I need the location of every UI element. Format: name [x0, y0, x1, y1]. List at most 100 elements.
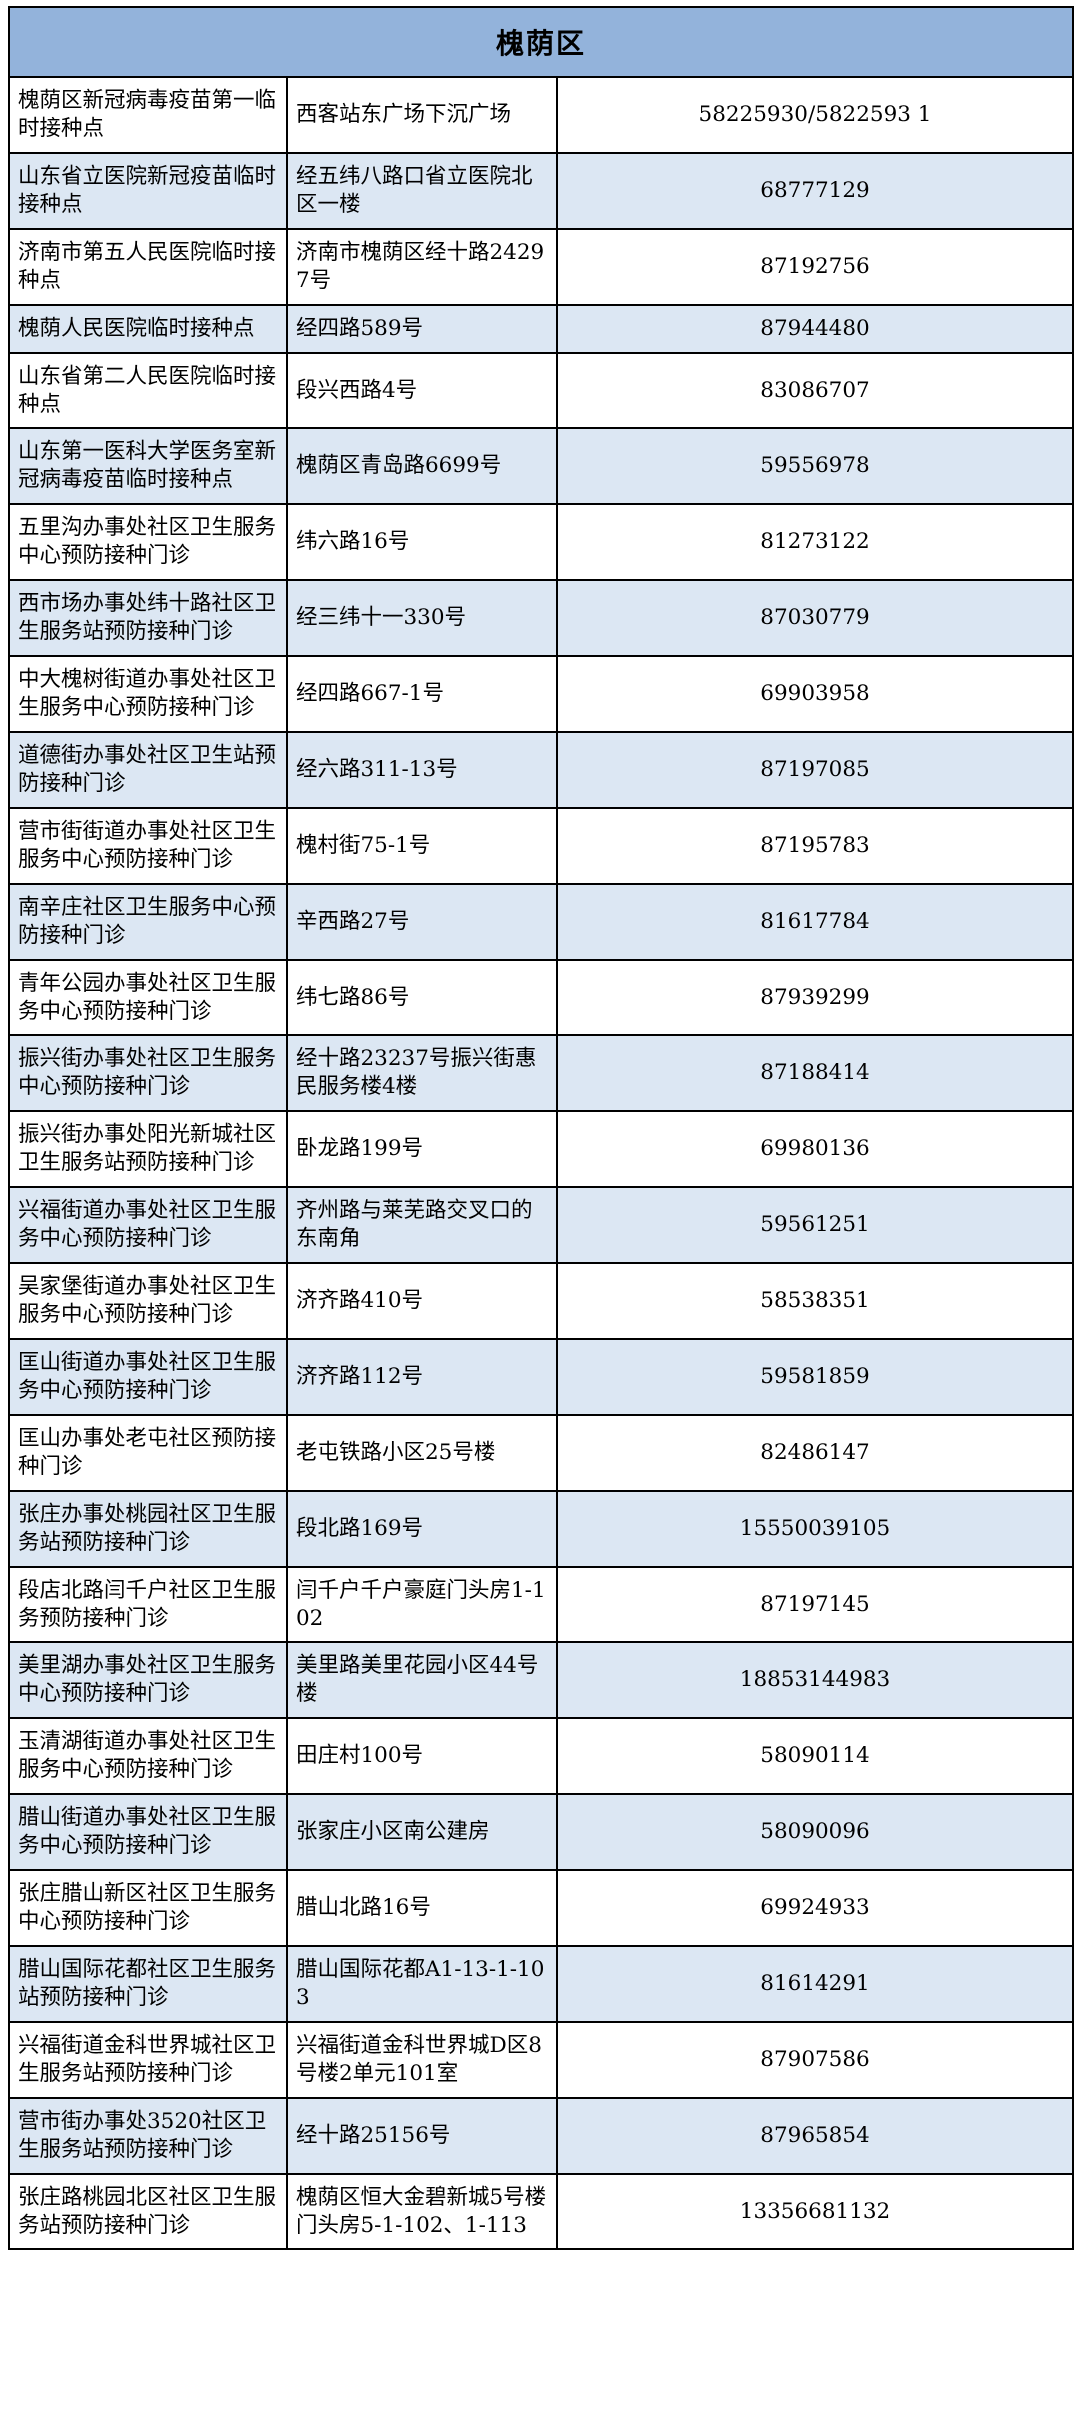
table-row: 西市场办事处纬十路社区卫生服务站预防接种门诊 经三纬十一330号 87030779: [8, 579, 1074, 658]
site-name-cell: 段店北路闫千户社区卫生服务预防接种门诊: [8, 1565, 288, 1644]
site-address-cell: 纬七路86号: [286, 958, 558, 1037]
site-address-cell: 经四路667-1号: [286, 655, 558, 733]
site-address-cell: 济南市槐荫区经十路24297号: [286, 227, 558, 306]
site-name-cell: 青年公园办事处社区卫生服务中心预防接种门诊: [8, 958, 288, 1037]
site-name-cell: 槐荫人民医院临时接种点: [8, 303, 288, 354]
site-address-cell: 经十路23237号振兴街惠民服务楼4楼: [286, 1034, 558, 1113]
site-name-cell: 匡山办事处老屯社区预防接种门诊: [8, 1413, 288, 1492]
site-name-cell: 张庄办事处桃园社区卫生服务站预防接种门诊: [8, 1489, 288, 1568]
site-name-cell: 兴福街道办事处社区卫生服务中心预防接种门诊: [8, 1186, 288, 1265]
site-address-cell: 老屯铁路小区25号楼: [286, 1413, 558, 1492]
site-address-cell: 兴福街道金科世界城D区8号楼2单元101室: [286, 2020, 558, 2099]
site-name-cell: 振兴街办事处阳光新城社区卫生服务站预防接种门诊: [8, 1110, 288, 1189]
site-phone-cell: 59561251: [556, 1186, 1074, 1265]
site-phone-cell: 81617784: [556, 882, 1074, 961]
site-name-cell: 兴福街道金科世界城社区卫生服务站预防接种门诊: [8, 2020, 288, 2099]
site-address-cell: 济齐路410号: [286, 1262, 558, 1340]
site-phone-cell: 87195783: [556, 806, 1074, 885]
site-address-cell: 段北路169号: [286, 1489, 558, 1568]
site-name-cell: 道德街办事处社区卫生站预防接种门诊: [8, 730, 288, 809]
site-name-cell: 腊山街道办事处社区卫生服务中心预防接种门诊: [8, 1793, 288, 1872]
site-address-cell: 济齐路112号: [286, 1337, 558, 1416]
site-phone-cell: 87197085: [556, 730, 1074, 809]
site-phone-cell: 87965854: [556, 2096, 1074, 2175]
site-phone-cell: 18853144983: [556, 1641, 1074, 1720]
site-phone-cell: 15550039105: [556, 1489, 1074, 1568]
table-row: 营市街街道办事处社区卫生服务中心预防接种门诊 槐村街75-1号 87195783: [8, 806, 1074, 885]
table-row: 青年公园办事处社区卫生服务中心预防接种门诊 纬七路86号 87939299: [8, 958, 1074, 1037]
table-row: 振兴街办事处阳光新城社区卫生服务站预防接种门诊 卧龙路199号 69980136: [8, 1110, 1074, 1189]
site-name-cell: 振兴街办事处社区卫生服务中心预防接种门诊: [8, 1034, 288, 1113]
site-name-cell: 匡山街道办事处社区卫生服务中心预防接种门诊: [8, 1337, 288, 1416]
table-row: 南辛庄社区卫生服务中心预防接种门诊 辛西路27号 81617784: [8, 882, 1074, 961]
site-name-cell: 济南市第五人民医院临时接种点: [8, 227, 288, 306]
site-phone-cell: 69903958: [556, 655, 1074, 733]
table-row: 道德街办事处社区卫生站预防接种门诊 经六路311-13号 87197085: [8, 730, 1074, 809]
site-phone-cell: 87030779: [556, 579, 1074, 658]
site-phone-cell: 58090114: [556, 1717, 1074, 1796]
table-row: 兴福街道办事处社区卫生服务中心预防接种门诊 齐州路与莱芜路交叉口的东南角 59561…: [8, 1186, 1074, 1265]
table-row: 段店北路闫千户社区卫生服务预防接种门诊 闫千户千户豪庭门头房1-102 871971…: [8, 1565, 1074, 1644]
site-name-cell: 山东省立医院新冠疫苗临时接种点: [8, 151, 288, 230]
table-row: 槐荫人民医院临时接种点 经四路589号 87944480: [8, 303, 1074, 354]
site-name-cell: 吴家堡街道办事处社区卫生服务中心预防接种门诊: [8, 1262, 288, 1340]
site-name-cell: 南辛庄社区卫生服务中心预防接种门诊: [8, 882, 288, 961]
table-row: 张庄办事处桃园社区卫生服务站预防接种门诊 段北路169号 15550039105: [8, 1489, 1074, 1568]
site-name-cell: 美里湖办事处社区卫生服务中心预防接种门诊: [8, 1641, 288, 1720]
table-title: 槐荫区: [8, 6, 1074, 78]
table-header: 槐荫区: [8, 6, 1074, 78]
site-phone-cell: 59556978: [556, 427, 1074, 506]
site-name-cell: 西市场办事处纬十路社区卫生服务站预防接种门诊: [8, 579, 288, 658]
site-address-cell: 闫千户千户豪庭门头房1-102: [286, 1565, 558, 1644]
table-row: 槐荫区新冠病毒疫苗第一临时接种点 西客站东广场下沉广场 58225930/58225…: [8, 76, 1074, 154]
site-address-cell: 腊山国际花都A1-13-1-103: [286, 1944, 558, 2023]
table-row: 吴家堡街道办事处社区卫生服务中心预防接种门诊 济齐路410号 58538351: [8, 1262, 1074, 1340]
site-phone-cell: 87188414: [556, 1034, 1074, 1113]
table-row: 兴福街道金科世界城社区卫生服务站预防接种门诊 兴福街道金科世界城D区8号楼2单元1…: [8, 2020, 1074, 2099]
table-body: 槐荫区新冠病毒疫苗第一临时接种点 西客站东广场下沉广场 58225930/58225…: [8, 76, 1074, 2251]
site-address-cell: 经三纬十一330号: [286, 579, 558, 658]
site-phone-cell: 81273122: [556, 503, 1074, 582]
spreadsheet-sheet: 槐荫区 槐荫区新冠病毒疫苗第一临时接种点 西客站东广场下沉广场 58225930/5…: [8, 6, 1074, 2251]
site-phone-cell: 87939299: [556, 958, 1074, 1037]
table-row: 济南市第五人民医院临时接种点 济南市槐荫区经十路24297号 87192756: [8, 227, 1074, 306]
site-phone-cell: 87192756: [556, 227, 1074, 306]
site-address-cell: 槐荫区青岛路6699号: [286, 427, 558, 506]
table-row: 腊山国际花都社区卫生服务站预防接种门诊 腊山国际花都A1-13-1-103 8161…: [8, 1944, 1074, 2023]
table-row: 山东省第二人民医院临时接种点 段兴西路4号 83086707: [8, 351, 1074, 430]
site-phone-cell: 81614291: [556, 1944, 1074, 2023]
site-name-cell: 营市街办事处3520社区卫生服务站预防接种门诊: [8, 2096, 288, 2175]
site-name-cell: 槐荫区新冠病毒疫苗第一临时接种点: [8, 76, 288, 154]
site-name-cell: 玉清湖街道办事处社区卫生服务中心预防接种门诊: [8, 1717, 288, 1796]
site-address-cell: 经六路311-13号: [286, 730, 558, 809]
site-phone-cell: 83086707: [556, 351, 1074, 430]
site-address-cell: 美里路美里花园小区44号楼: [286, 1641, 558, 1720]
site-address-cell: 腊山北路16号: [286, 1869, 558, 1947]
site-phone-cell: 87944480: [556, 303, 1074, 354]
vaccination-sites-table: 槐荫区 槐荫区新冠病毒疫苗第一临时接种点 西客站东广场下沉广场 58225930/5…: [8, 6, 1074, 2251]
site-phone-cell: 59581859: [556, 1337, 1074, 1416]
site-name-cell: 营市街街道办事处社区卫生服务中心预防接种门诊: [8, 806, 288, 885]
site-phone-cell: 87907586: [556, 2020, 1074, 2099]
table-row: 匡山办事处老屯社区预防接种门诊 老屯铁路小区25号楼 82486147: [8, 1413, 1074, 1492]
site-address-cell: 齐州路与莱芜路交叉口的东南角: [286, 1186, 558, 1265]
table-row: 五里沟办事处社区卫生服务中心预防接种门诊 纬六路16号 81273122: [8, 503, 1074, 582]
site-address-cell: 槐村街75-1号: [286, 806, 558, 885]
site-name-cell: 中大槐树街道办事处社区卫生服务中心预防接种门诊: [8, 655, 288, 733]
table-title-row: 槐荫区: [8, 6, 1074, 78]
site-name-cell: 张庄腊山新区社区卫生服务中心预防接种门诊: [8, 1869, 288, 1947]
site-name-cell: 腊山国际花都社区卫生服务站预防接种门诊: [8, 1944, 288, 2023]
site-phone-cell: 68777129: [556, 151, 1074, 230]
site-name-cell: 山东第一医科大学医务室新冠病毒疫苗临时接种点: [8, 427, 288, 506]
table-row: 腊山街道办事处社区卫生服务中心预防接种门诊 张家庄小区南公建房 58090096: [8, 1793, 1074, 1872]
site-address-cell: 经十路25156号: [286, 2096, 558, 2175]
site-phone-cell: 13356681132: [556, 2172, 1074, 2251]
site-address-cell: 经四路589号: [286, 303, 558, 354]
site-phone-cell: 58090096: [556, 1793, 1074, 1872]
site-address-cell: 经五纬八路口省立医院北区一楼: [286, 151, 558, 230]
table-row: 营市街办事处3520社区卫生服务站预防接种门诊 经十路25156号 87965854: [8, 2096, 1074, 2175]
table-row: 山东省立医院新冠疫苗临时接种点 经五纬八路口省立医院北区一楼 68777129: [8, 151, 1074, 230]
table-row: 美里湖办事处社区卫生服务中心预防接种门诊 美里路美里花园小区44号楼 1885314…: [8, 1641, 1074, 1720]
site-address-cell: 西客站东广场下沉广场: [286, 76, 558, 154]
table-row: 张庄腊山新区社区卫生服务中心预防接种门诊 腊山北路16号 69924933: [8, 1869, 1074, 1947]
